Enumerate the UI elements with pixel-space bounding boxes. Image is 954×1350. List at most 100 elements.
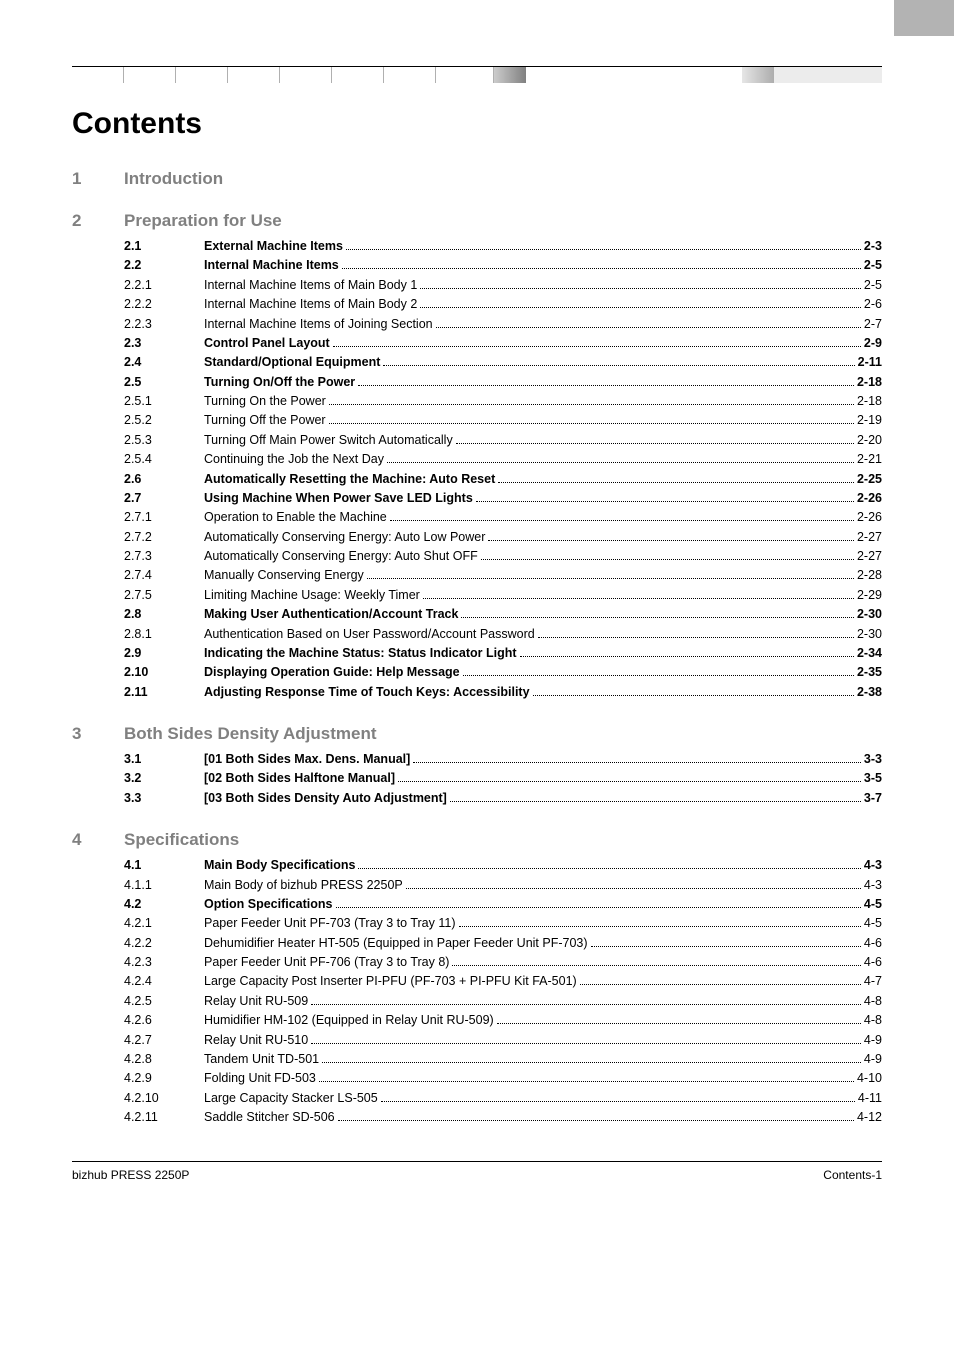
tick-segment [384,67,436,83]
toc-entry-title: Control Panel Layout [204,334,330,353]
toc-row[interactable]: 4.2.7Relay Unit RU-5104-9 [124,1031,882,1050]
toc-entry-number: 2.3 [124,334,204,353]
toc-row[interactable]: 2.6Automatically Resetting the Machine: … [124,470,882,489]
toc-row[interactable]: 4.2.3Paper Feeder Unit PF-706 (Tray 3 to… [124,953,882,972]
toc-row[interactable]: 2.10Displaying Operation Guide: Help Mes… [124,663,882,682]
toc-dot-leader [461,617,854,618]
toc-row[interactable]: 2.7Using Machine When Power Save LED Lig… [124,489,882,508]
toc-entry-title: Paper Feeder Unit PF-706 (Tray 3 to Tray… [204,953,449,972]
toc-entry-page: 2-27 [857,547,882,566]
toc-dot-leader [450,801,861,802]
toc-entry-number: 2.2.1 [124,276,204,295]
toc-row[interactable]: 2.2Internal Machine Items 2-5 [124,256,882,275]
toc-row[interactable]: 4.1.1Main Body of bizhub PRESS 2250P4-3 [124,876,882,895]
toc-dot-leader [398,781,861,782]
toc-entry-page: 4-9 [864,1050,882,1069]
toc-row[interactable]: 2.1External Machine Items 2-3 [124,237,882,256]
toc-row[interactable]: 4.2.9Folding Unit FD-5034-10 [124,1069,882,1088]
toc-row[interactable]: 4.2.4Large Capacity Post Inserter PI-PFU… [124,972,882,991]
toc-row[interactable]: 2.2.2Internal Machine Items of Main Body… [124,295,882,314]
toc-row[interactable]: 2.8.1Authentication Based on User Passwo… [124,625,882,644]
toc-dot-leader [456,443,854,444]
toc-entry-number: 3.2 [124,769,204,788]
toc-row[interactable]: 4.2.11Saddle Stitcher SD-5064-12 [124,1108,882,1127]
toc-entry-title: Using Machine When Power Save LED Lights [204,489,473,508]
toc-row[interactable]: 2.11Adjusting Response Time of Touch Key… [124,683,882,702]
toc-row[interactable]: 4.2.1Paper Feeder Unit PF-703 (Tray 3 to… [124,914,882,933]
toc-entry-page: 2-25 [857,470,882,489]
toc-entry-number: 4.2.2 [124,934,204,953]
toc-dot-leader [311,1004,861,1005]
toc-row[interactable]: 2.4Standard/Optional Equipment 2-11 [124,353,882,372]
toc-row[interactable]: 2.7.3Automatically Conserving Energy: Au… [124,547,882,566]
toc-row[interactable]: 4.2.6Humidifier HM-102 (Equipped in Rela… [124,1011,882,1030]
toc-entry-number: 2.5 [124,373,204,392]
toc-dot-leader [387,462,854,463]
toc-row[interactable]: 4.2Option Specifications 4-5 [124,895,882,914]
toc-dot-leader [436,327,861,328]
toc-row[interactable]: 2.7.1Operation to Enable the Machine2-26 [124,508,882,527]
toc-entry-title: Internal Machine Items of Main Body 1 [204,276,417,295]
toc-row[interactable]: 2.5.1Turning On the Power2-18 [124,392,882,411]
toc-dot-leader [329,423,854,424]
toc-row[interactable]: 2.5Turning On/Off the Power 2-18 [124,373,882,392]
toc-row[interactable]: 2.2.3Internal Machine Items of Joining S… [124,315,882,334]
toc-row[interactable]: 2.5.3Turning Off Main Power Switch Autom… [124,431,882,450]
toc-entry-title: Turning On the Power [204,392,326,411]
toc-dot-leader [420,307,861,308]
toc-row[interactable]: 2.3Control Panel Layout 2-9 [124,334,882,353]
toc-row[interactable]: 2.5.4Continuing the Job the Next Day2-21 [124,450,882,469]
toc-dot-leader [319,1081,854,1082]
toc-dot-leader [533,695,854,696]
toc-row[interactable]: 3.2[02 Both Sides Halftone Manual] 3-5 [124,769,882,788]
toc-row[interactable]: 4.2.10Large Capacity Stacker LS-5054-11 [124,1089,882,1108]
toc-entry-title: Automatically Resetting the Machine: Aut… [204,470,495,489]
chapter-heading: 1Introduction [72,169,882,189]
toc-entry-page: 2-29 [857,586,882,605]
toc-row[interactable]: 2.5.2Turning Off the Power2-19 [124,411,882,430]
toc-row[interactable]: 3.3[03 Both Sides Density Auto Adjustmen… [124,789,882,808]
toc-body: 2.1External Machine Items 2-32.2Internal… [124,237,882,702]
toc-row[interactable]: 2.9Indicating the Machine Status: Status… [124,644,882,663]
toc-entry-title: Tandem Unit TD-501 [204,1050,319,1069]
toc-row[interactable]: 3.1[01 Both Sides Max. Dens. Manual] 3-3 [124,750,882,769]
toc-entry-number: 2.7.5 [124,586,204,605]
toc-entry-page: 3-5 [864,769,882,788]
toc-entry-title: [02 Both Sides Halftone Manual] [204,769,395,788]
toc-dot-leader [406,888,861,889]
toc-row[interactable]: 2.7.2Automatically Conserving Energy: Au… [124,528,882,547]
footer-left: bizhub PRESS 2250P [72,1168,189,1182]
toc-entry-number: 2.1 [124,237,204,256]
toc-row[interactable]: 2.2.1Internal Machine Items of Main Body… [124,276,882,295]
tick-segment [280,67,332,83]
toc-dot-leader [452,965,860,966]
toc-dot-leader [346,249,861,250]
toc-entry-title: [01 Both Sides Max. Dens. Manual] [204,750,410,769]
toc-row[interactable]: 4.2.2Dehumidifier Heater HT-505 (Equippe… [124,934,882,953]
toc-entry-title: Internal Machine Items of Main Body 2 [204,295,417,314]
toc-entry-page: 2-26 [857,489,882,508]
toc-entry-number: 2.5.1 [124,392,204,411]
toc-entry-number: 2.8 [124,605,204,624]
toc-entry-title: Internal Machine Items [204,256,339,275]
toc-row[interactable]: 2.7.5Limiting Machine Usage: Weekly Time… [124,586,882,605]
toc-dot-leader [481,559,854,560]
toc-row[interactable]: 4.2.8Tandem Unit TD-5014-9 [124,1050,882,1069]
toc-row[interactable]: 2.7.4Manually Conserving Energy2-28 [124,566,882,585]
toc-dot-leader [463,675,854,676]
toc-entry-page: 2-30 [857,605,882,624]
toc-dot-leader [342,268,861,269]
toc-entry-title: Indicating the Machine Status: Status In… [204,644,517,663]
toc-entry-title: Main Body Specifications [204,856,355,875]
toc-entry-page: 4-10 [857,1069,882,1088]
toc-entry-page: 4-8 [864,1011,882,1030]
toc-row[interactable]: 4.2.5Relay Unit RU-5094-8 [124,992,882,1011]
toc-row[interactable]: 4.1Main Body Specifications 4-3 [124,856,882,875]
tick-gradient [494,67,526,83]
toc-dot-leader [459,926,861,927]
toc-entry-number: 2.7.3 [124,547,204,566]
tick-segment [176,67,228,83]
toc-dot-leader [381,1101,855,1102]
toc-row[interactable]: 2.8Making User Authentication/Account Tr… [124,605,882,624]
toc-dot-leader [311,1043,861,1044]
